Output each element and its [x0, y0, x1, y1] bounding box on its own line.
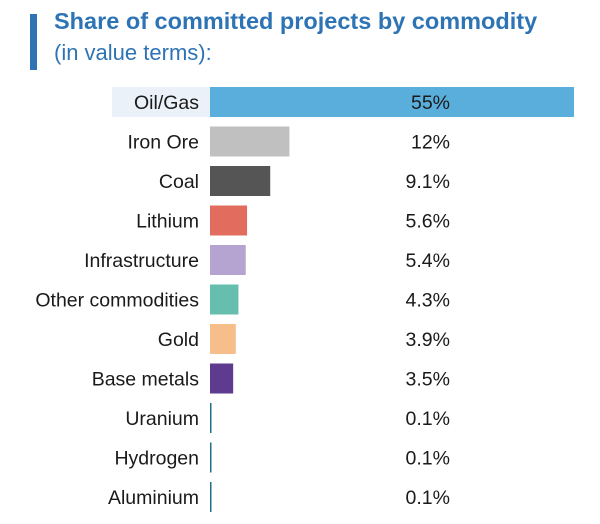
- category-label-iron-ore: Iron Ore: [127, 132, 199, 154]
- category-label-gold: Gold: [158, 329, 199, 351]
- bar-coal: [210, 166, 271, 196]
- bar-iron-ore: [210, 126, 290, 157]
- value-label-oil-gas: 55%: [411, 92, 450, 114]
- category-label-aluminium: Aluminium: [108, 487, 199, 509]
- bar-other-commodities: [210, 284, 239, 315]
- category-label-lithium: Lithium: [136, 211, 199, 233]
- category-label-base-metals: Base metals: [92, 369, 200, 391]
- value-label-infrastructure: 5.4%: [406, 250, 450, 272]
- bar-base-metals: [210, 363, 234, 394]
- bar-aluminium: [210, 482, 212, 512]
- bar-gold: [210, 324, 236, 354]
- chart-subtitle: (in value terms):: [54, 40, 212, 65]
- bar-oil-gas: [210, 87, 574, 117]
- value-label-lithium: 5.6%: [406, 211, 450, 233]
- category-label-other-commodities: Other commodities: [35, 290, 199, 312]
- category-label-hydrogen: Hydrogen: [114, 448, 199, 470]
- bar-chart: Oil/Gas 55% Iron Ore 12% Coal 9.1% Lithium 5.6%…: [35, 87, 574, 512]
- value-label-hydrogen: 0.1%: [406, 448, 450, 470]
- category-label-oil-gas: Oil/Gas: [134, 92, 199, 114]
- value-label-uranium: 0.1%: [406, 408, 450, 430]
- category-label-infrastructure: Infrastructure: [84, 250, 199, 272]
- value-label-coal: 9.1%: [406, 171, 450, 193]
- category-label-uranium: Uranium: [125, 408, 199, 430]
- chart-title: Share of committed projects by commodity: [54, 8, 538, 34]
- value-label-other-commodities: 4.3%: [406, 290, 450, 312]
- highlight-row-background: [112, 87, 210, 117]
- category-label-coal: Coal: [159, 171, 199, 193]
- value-label-aluminium: 0.1%: [406, 487, 450, 509]
- bar-lithium: [210, 205, 248, 236]
- value-label-iron-ore: 12%: [411, 132, 450, 154]
- title-accent-bar: [30, 14, 37, 70]
- bar-hydrogen: [210, 442, 212, 473]
- bar-uranium: [210, 403, 212, 433]
- value-label-gold: 3.9%: [406, 329, 450, 351]
- bar-infrastructure: [210, 245, 246, 275]
- value-label-base-metals: 3.5%: [406, 369, 450, 391]
